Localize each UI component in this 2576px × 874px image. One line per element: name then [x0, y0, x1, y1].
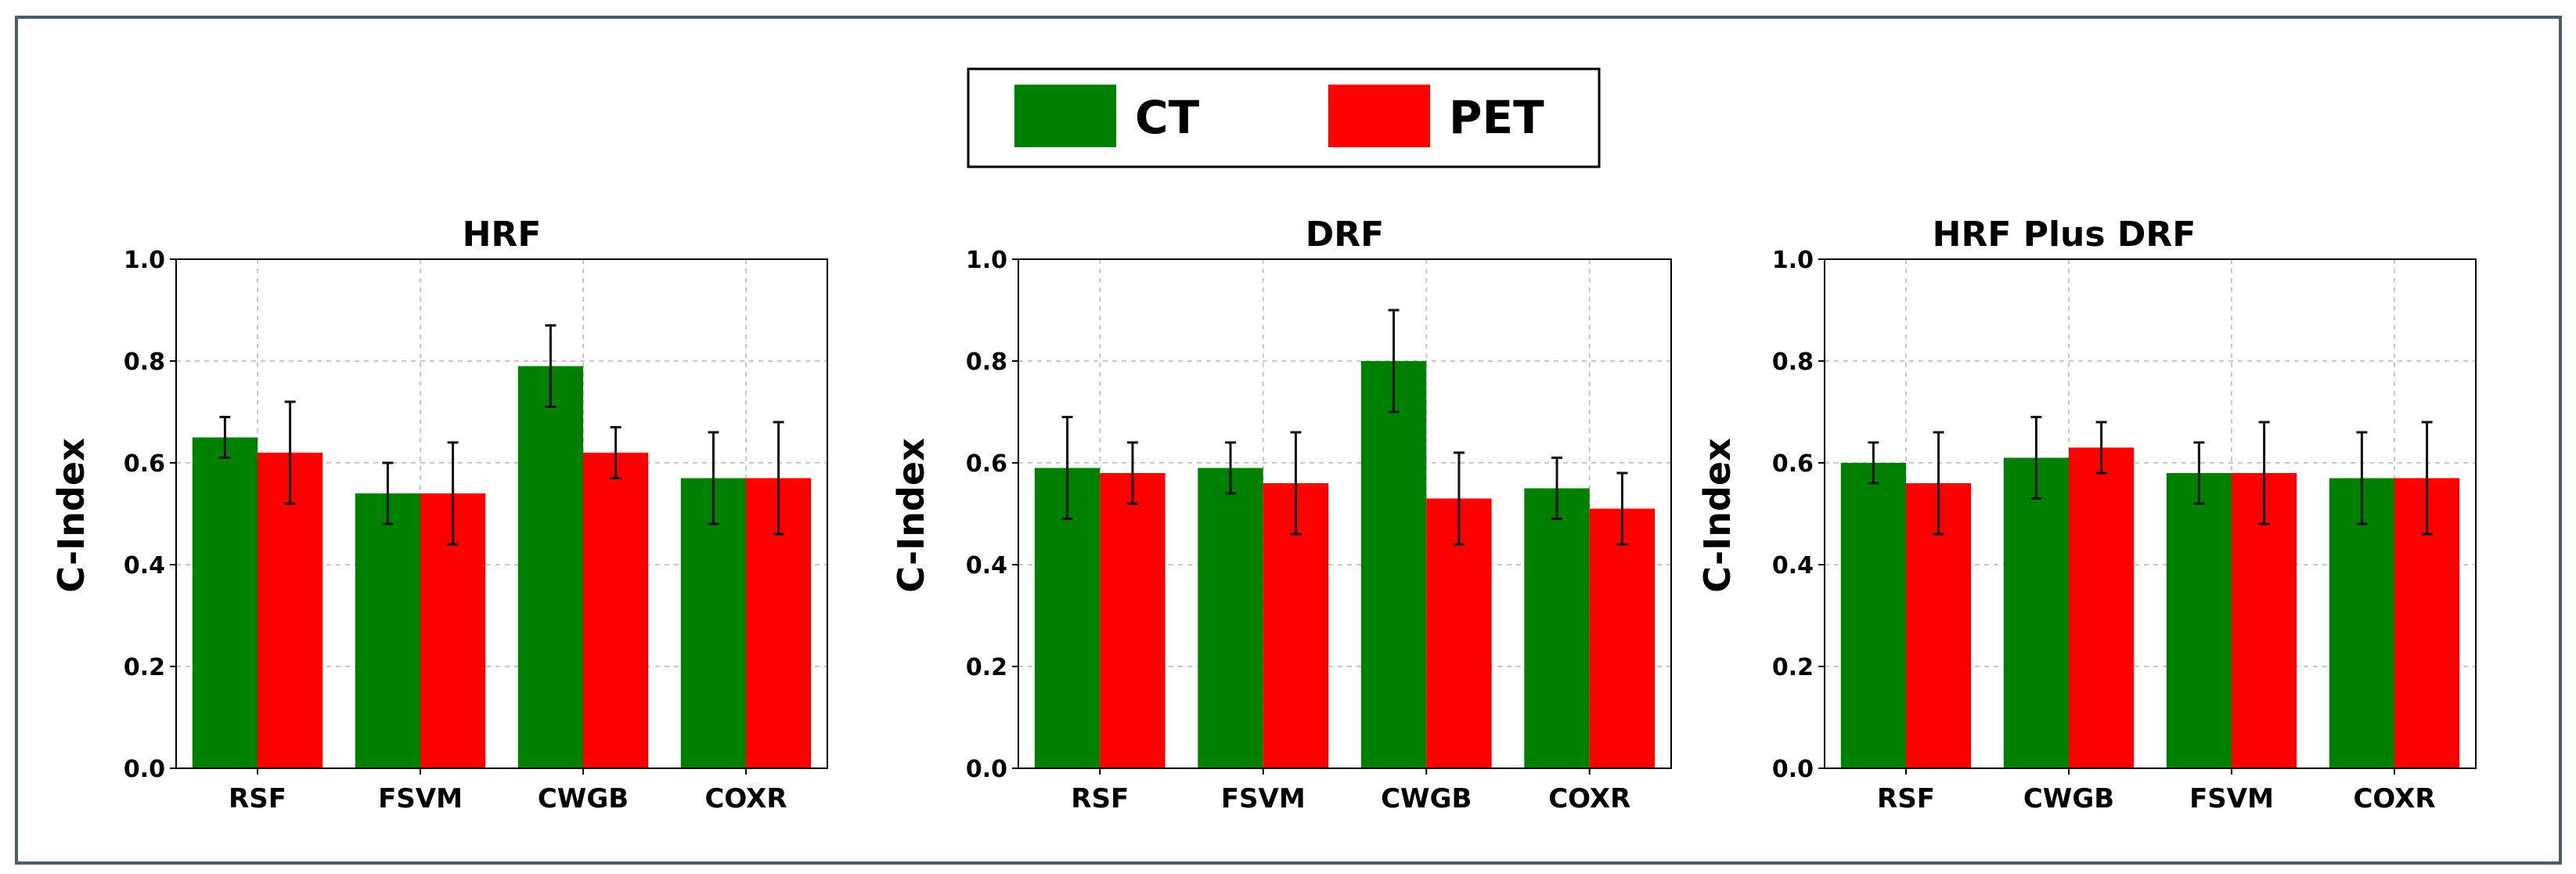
- axes-frame: [175, 258, 828, 769]
- bars: [1034, 361, 1655, 768]
- y-tick-label: 0.4: [966, 552, 1007, 580]
- y-tick-label: 0.8: [1772, 349, 1814, 376]
- legend-swatch-pet: [1328, 85, 1430, 147]
- bar-ct-cwgb: [517, 366, 583, 768]
- x-tick-labels: RSF FSVM CWGB COXR: [229, 768, 787, 814]
- y-tick-label: 0.6: [1772, 450, 1814, 478]
- legend-label-ct: CT: [1135, 91, 1200, 144]
- y-tick-label: 1.0: [966, 247, 1007, 274]
- y-tick-label: 0.8: [124, 349, 165, 376]
- bar-pet-rsf: [1100, 473, 1166, 768]
- y-axis-label: C-Index: [50, 438, 92, 593]
- x-tick-label: FSVM: [2189, 783, 2274, 814]
- legend-swatch-ct: [1014, 85, 1116, 147]
- bar-ct-fsvm: [2166, 473, 2232, 768]
- x-tick-labels: RSF FSVM CWGB COXR: [1071, 768, 1630, 814]
- y-tick-label: 0.4: [1772, 552, 1814, 580]
- y-tick-labels: 0.0 0.2 0.4 0.6 0.8 1.0: [1772, 247, 1825, 783]
- y-tick-label: 0.0: [1772, 756, 1814, 783]
- chart-title: HRF Plus DRF: [1933, 215, 2196, 255]
- y-tick-labels: 0.0 0.2 0.4 0.6 0.8 1.0: [124, 247, 176, 783]
- bar-ct-cwgb: [2003, 457, 2069, 768]
- x-tick-label: FSVM: [1221, 783, 1306, 814]
- x-tick-label: CWGB: [1381, 783, 1472, 814]
- y-axis-label: C-Index: [1696, 438, 1738, 593]
- bar-ct-rsf: [192, 437, 258, 768]
- x-tick-label: COXR: [2353, 783, 2435, 814]
- y-tick-labels: 0.0 0.2 0.4 0.6 0.8 1.0: [966, 247, 1018, 783]
- bar-pet-rsf: [258, 453, 323, 768]
- y-tick-label: 0.4: [124, 552, 165, 580]
- x-tick-label: RSF: [1071, 783, 1129, 814]
- x-tick-label: COXR: [704, 783, 787, 814]
- y-tick-label: 0.0: [124, 756, 165, 783]
- legend-label-pet: PET: [1449, 91, 1544, 144]
- x-tick-label: FSVM: [378, 783, 463, 814]
- bar-ct-fsvm: [355, 493, 420, 768]
- y-axis-label: C-Index: [890, 438, 932, 593]
- bar-ct-cwgb: [1360, 361, 1427, 768]
- y-tick-label: 0.2: [124, 654, 165, 681]
- bar-pet-cwgb: [583, 453, 649, 768]
- y-tick-label: 1.0: [124, 247, 165, 274]
- y-tick-label: 0.0: [966, 756, 1007, 783]
- error-bars: [1868, 416, 2433, 536]
- y-tick-label: 0.6: [124, 450, 165, 478]
- y-tick-label: 1.0: [1772, 247, 1814, 274]
- x-tick-label: CWGB: [2023, 783, 2114, 814]
- bar-ct-rsf: [1840, 463, 1906, 768]
- y-tick-label: 0.2: [1772, 654, 1814, 681]
- axes-frame: [1824, 258, 2477, 769]
- error-bars: [1061, 309, 1628, 546]
- y-tick-label: 0.8: [966, 349, 1007, 376]
- axes-frame: [1018, 258, 1672, 769]
- x-tick-labels: RSF CWGB FSVM COXR: [1877, 768, 2436, 814]
- y-tick-label: 0.2: [966, 654, 1007, 681]
- x-tick-label: CWGB: [538, 783, 629, 814]
- bar-ct-coxr: [2329, 478, 2394, 768]
- y-tick-label: 0.6: [966, 450, 1007, 478]
- bar-pet-coxr: [1589, 508, 1655, 768]
- bar-ct-coxr: [1524, 488, 1590, 768]
- chart-title: HRF: [463, 215, 542, 255]
- chart-panel-hrf-plus-drf: HRF Plus DRF C-Index 0.00.20.40.60.81.0 …: [1696, 215, 2477, 814]
- chart-panel-hrf: HRF C-Index 0.0 0.2 0.4 0.6 0.8 1.0 RSF FSVM CW…: [50, 215, 828, 814]
- bar-ct-coxr: [680, 478, 746, 768]
- error-bars: [219, 324, 784, 546]
- legend: CT PET: [967, 67, 1601, 168]
- x-tick-label: COXR: [1548, 783, 1630, 814]
- x-tick-label: RSF: [229, 783, 286, 814]
- bars: [1840, 447, 2460, 768]
- chart-title: DRF: [1306, 215, 1384, 255]
- x-tick-label: RSF: [1877, 783, 1935, 814]
- bar-pet-cwgb: [2069, 447, 2135, 768]
- bar-ct-fsvm: [1198, 468, 1263, 768]
- chart-panel-drf: DRF C-Index 0.0 0.2 0.4 0.6 0.8 1.0 RSF FSVM CW…: [890, 215, 1672, 814]
